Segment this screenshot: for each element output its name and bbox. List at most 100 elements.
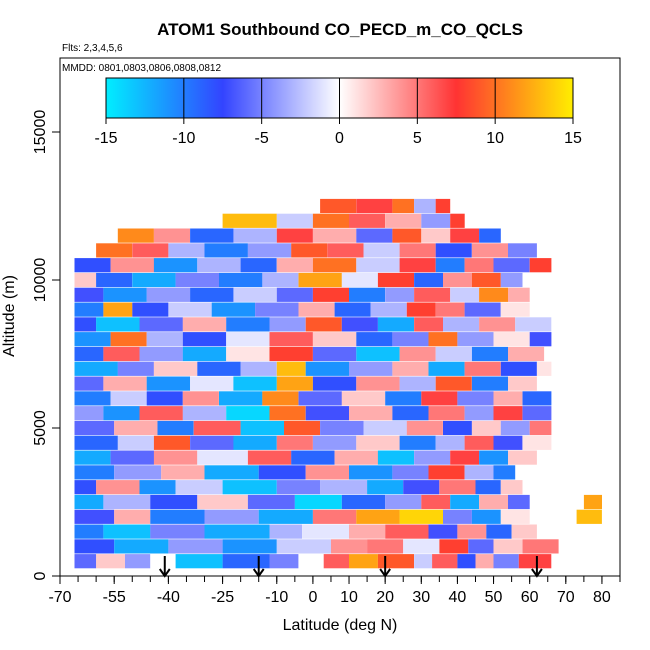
- x-tick-label: -25: [211, 589, 234, 606]
- heatmap-cell: [406, 420, 443, 436]
- heatmap-cell: [479, 317, 516, 332]
- heatmap-cell: [258, 509, 313, 524]
- heatmap-cell: [363, 420, 407, 436]
- heatmap-cell: [493, 435, 523, 450]
- heatmap-cell: [114, 509, 151, 524]
- heatmap-cell: [96, 272, 133, 288]
- heatmap-cell: [508, 243, 537, 258]
- heatmap-cell: [414, 272, 443, 288]
- heatmap-cell: [464, 361, 501, 376]
- heatmap-cell: [493, 332, 530, 347]
- heatmap-cell: [294, 494, 342, 510]
- heatmap-cell: [190, 287, 234, 302]
- heatmap-cell: [349, 287, 386, 302]
- heatmap-cell: [258, 465, 306, 480]
- heatmap-cell: [197, 494, 248, 510]
- heatmap-cell: [302, 524, 350, 539]
- heatmap-cell: [500, 509, 530, 524]
- heatmap-cell: [74, 332, 111, 347]
- plot-frame: [59, 57, 621, 577]
- heatmap-cell: [222, 554, 270, 569]
- heatmap-cell: [486, 524, 512, 539]
- heatmap-cell: [428, 406, 465, 421]
- heatmap-cell: [392, 198, 415, 214]
- heatmap-cell: [392, 332, 429, 347]
- heatmap-cell: [74, 524, 104, 539]
- heatmap-cell: [168, 539, 223, 554]
- heatmap-cell: [269, 346, 313, 362]
- heatmap-cell: [443, 509, 472, 524]
- heatmap-cell: [197, 450, 248, 465]
- x-axis: -70 -55 -40 -25 -10 0 10 20 30 40 50 60 70 80: [48, 576, 621, 606]
- heatmap-cell: [139, 406, 183, 421]
- x-axis-label: Latitude (deg N): [283, 617, 398, 634]
- heatmap-cell: [222, 213, 277, 228]
- heatmap-cell: [529, 332, 552, 347]
- heatmap-cell: [356, 346, 400, 362]
- heatmap-cell: [479, 450, 508, 465]
- heatmap-cell: [153, 258, 198, 273]
- heatmap-cell: [392, 406, 429, 421]
- heatmap-cell: [323, 554, 349, 569]
- heatmap-cell: [443, 272, 472, 288]
- heatmap-cell: [74, 465, 115, 480]
- heatmap-cell: [500, 361, 537, 376]
- heatmap-cell: [204, 524, 270, 539]
- heatmap-cell: [367, 539, 404, 554]
- heatmap-cell: [204, 509, 259, 524]
- heatmap-cell: [103, 302, 133, 317]
- heatmap-cell: [471, 376, 508, 391]
- heatmap-cell: [428, 465, 465, 480]
- y-axis-label: Altitude (m): [1, 275, 18, 357]
- heatmap-cell: [403, 539, 440, 554]
- heatmap-cell: [204, 465, 259, 480]
- heatmap-cell: [464, 406, 494, 421]
- heatmap-cell: [222, 480, 277, 495]
- heatmap-cell: [153, 450, 198, 465]
- heatmap-cell: [349, 213, 386, 228]
- heatmap-cell: [363, 243, 400, 258]
- heatmap-cell: [385, 391, 422, 406]
- heatmap-cell: [247, 494, 295, 510]
- heatmap-cell: [508, 494, 530, 510]
- x-tick-label: 70: [557, 589, 575, 606]
- heatmap-cell: [110, 258, 154, 273]
- heatmap-cell: [493, 406, 523, 421]
- heatmap-cell: [312, 228, 357, 243]
- heatmap-cell: [457, 332, 494, 347]
- heatmap-cell: [117, 361, 154, 376]
- heatmap-cell: [146, 376, 191, 391]
- heatmap-cell: [428, 361, 465, 376]
- heatmap-cell: [349, 361, 393, 376]
- x-tick-label: 60: [521, 589, 539, 606]
- heatmap-cell: [508, 450, 537, 465]
- heatmap-cell: [439, 539, 469, 554]
- heatmap-cell: [276, 480, 321, 495]
- colorbar-tick-label: 0: [335, 130, 344, 147]
- heatmap-cell: [305, 465, 350, 480]
- heatmap-cell: [421, 213, 451, 228]
- heatmap-cell: [515, 317, 552, 332]
- heatmap-cell: [74, 420, 115, 436]
- heatmap-cell: [493, 391, 523, 406]
- heatmap-cell: [435, 435, 465, 450]
- heatmap-cell: [428, 524, 458, 539]
- heatmap-cell: [211, 302, 256, 317]
- heatmap-cell: [399, 509, 443, 524]
- heatmap-cell: [421, 228, 451, 243]
- heatmap-cell: [150, 509, 205, 524]
- heatmap-cell: [312, 287, 349, 302]
- heatmap-cell: [312, 435, 357, 450]
- heatmap-cell: [175, 554, 223, 569]
- heatmap-cell: [197, 258, 241, 273]
- heatmap-cell: [500, 302, 530, 317]
- heatmap-cell: [450, 287, 480, 302]
- heatmap-cell: [298, 272, 342, 288]
- heatmap-cell: [74, 539, 115, 554]
- heatmap-cell: [443, 420, 472, 436]
- colorbar-tick-label: 10: [486, 130, 504, 147]
- heatmap-cell: [435, 198, 451, 214]
- heatmap-cell: [370, 302, 407, 317]
- heatmap-cell: [204, 243, 248, 258]
- heatmap-cell: [406, 302, 436, 317]
